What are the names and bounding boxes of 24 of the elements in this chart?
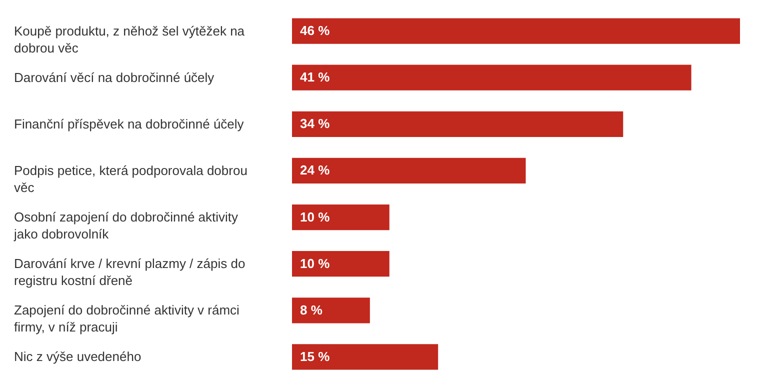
data-label: 41 % bbox=[300, 70, 330, 85]
y-tick-label: Zapojení do dobročinné aktivity v rámci firmy, v níž pracuji bbox=[14, 302, 240, 334]
y-tick-label: Koupě produktu, z něhož šel výtěžek na dobrou věc bbox=[14, 23, 246, 56]
data-label: 24 % bbox=[300, 162, 330, 178]
y-tick-label: Osobní zapojení do dobročinné aktivity jako dobrovolník bbox=[13, 209, 239, 242]
data-label: 15 % bbox=[300, 348, 330, 364]
data-label: 34 % bbox=[300, 116, 330, 132]
data-label: 10 % bbox=[300, 256, 330, 271]
bar bbox=[292, 18, 740, 44]
y-tick-label: Podpis petice, která podporovala dobrou věc bbox=[14, 162, 248, 195]
bar bbox=[292, 344, 438, 370]
y-tick-label: Darování krve / krevní plazmy / zápis do registru kostní dřeně bbox=[14, 256, 246, 288]
bar bbox=[292, 204, 390, 230]
y-tick-label: Nic z výše uvedeného bbox=[14, 348, 142, 364]
bar bbox=[292, 111, 624, 137]
data-label: 8 % bbox=[300, 302, 323, 318]
y-tick-label: Finanční příspěvek na dobročinné účely bbox=[14, 116, 244, 132]
data-label: 46 % bbox=[300, 23, 330, 38]
bar bbox=[292, 298, 370, 324]
bar bbox=[292, 64, 692, 90]
y-tick-label: Darování věcí na dobročinné účely bbox=[14, 70, 215, 85]
bar bbox=[292, 251, 390, 277]
data-label: 10 % bbox=[300, 209, 330, 224]
bar bbox=[292, 158, 526, 184]
